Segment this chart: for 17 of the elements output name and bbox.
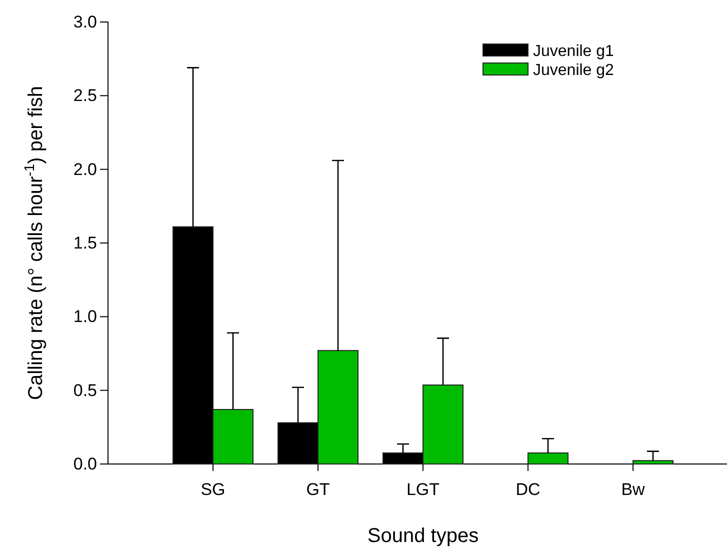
y-tick-label: 1.5 xyxy=(73,233,97,252)
x-tick-label: DC xyxy=(516,480,540,500)
legend-label: Juvenile g2 xyxy=(533,62,614,79)
x-axis-title: Sound types xyxy=(367,525,479,547)
x-tick-label: LGT xyxy=(406,480,440,500)
x-tick-label: Bw xyxy=(621,480,646,500)
y-tick-label: 1.0 xyxy=(73,307,97,326)
y-tick-label: 2.0 xyxy=(73,160,97,179)
y-tick-label: 2.5 xyxy=(73,86,97,106)
y-tick-label: 0.0 xyxy=(73,454,97,474)
y-tick-label: 0.5 xyxy=(73,380,97,400)
bar xyxy=(528,452,568,464)
bar xyxy=(632,460,674,464)
x-tick-label: GT xyxy=(306,480,330,500)
y-tick-label: 3.0 xyxy=(73,12,97,32)
legend-label: Juvenile g1 xyxy=(533,43,614,60)
x-tick-label: SG xyxy=(200,480,226,500)
